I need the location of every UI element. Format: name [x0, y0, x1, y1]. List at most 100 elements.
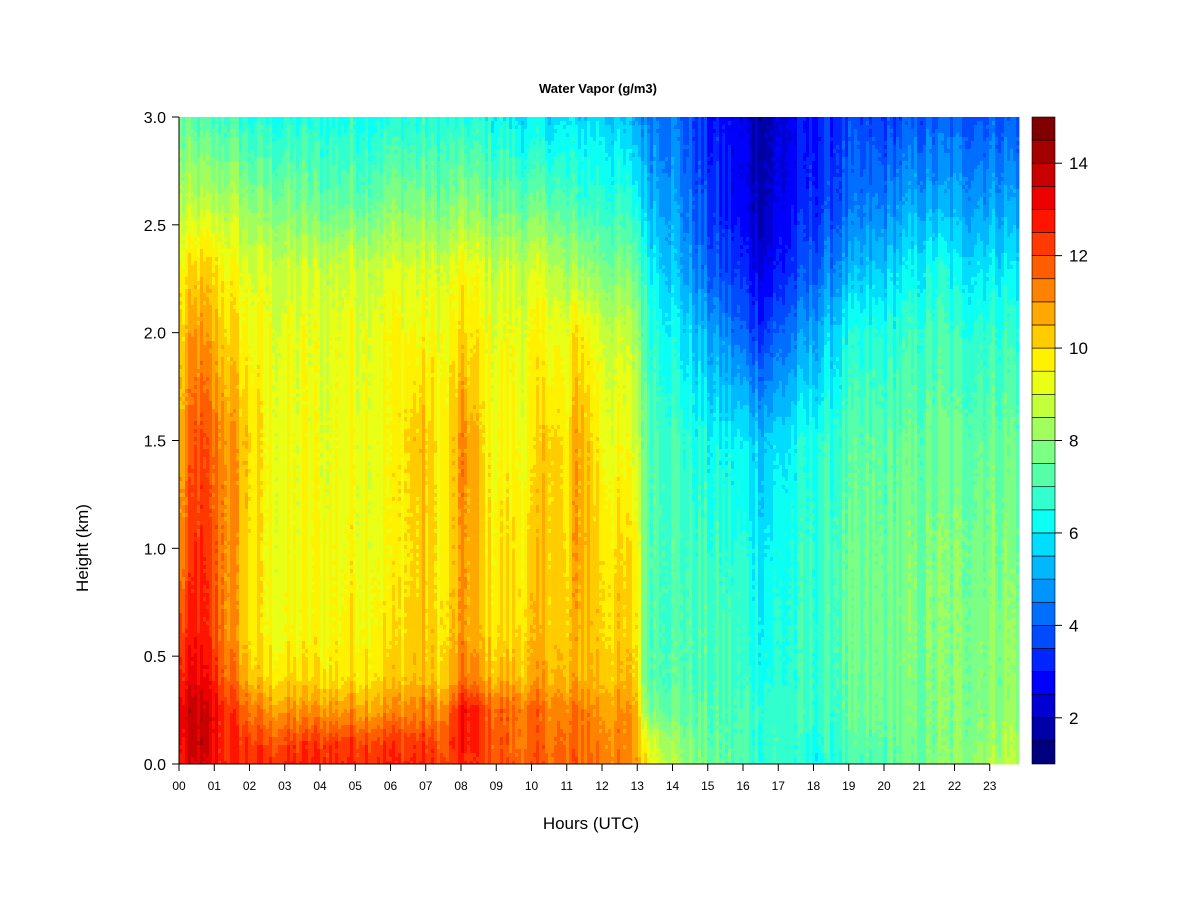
heatmap-cell [263, 461, 267, 466]
heatmap-cell [233, 685, 237, 690]
heatmap-cell [233, 689, 237, 694]
heatmap-cell [242, 661, 246, 666]
heatmap-cell [233, 669, 237, 674]
heatmap-cell [248, 449, 252, 454]
heatmap-cell [182, 285, 186, 290]
heatmap-cell [206, 413, 210, 418]
heatmap-cell [203, 649, 207, 654]
heatmap-cell [224, 477, 228, 482]
heatmap-cell [245, 385, 249, 390]
heatmap-cell [200, 481, 204, 486]
heatmap-cell [212, 201, 216, 206]
heatmap-cell [182, 273, 186, 278]
heatmap-cell [233, 501, 237, 506]
heatmap-cell [227, 357, 231, 362]
heatmap-cell [179, 709, 183, 714]
heatmap-cell [185, 373, 189, 378]
heatmap-cell [206, 621, 210, 626]
heatmap-cell [200, 649, 204, 654]
heatmap-cell [209, 609, 213, 614]
heatmap-cell [227, 245, 231, 250]
heatmap-cell [179, 289, 183, 294]
heatmap-cell [203, 565, 207, 570]
heatmap-cell [215, 565, 219, 570]
heatmap-cell [257, 341, 261, 346]
heatmap-cell [197, 161, 201, 166]
heatmap-cell [185, 721, 189, 726]
heatmap-cell [269, 313, 273, 318]
heatmap-cell [197, 529, 201, 534]
heatmap-cell [236, 157, 240, 162]
heatmap-cell [242, 577, 246, 582]
heatmap-cell [251, 413, 255, 418]
heatmap-cell [197, 409, 201, 414]
heatmap-cell [200, 165, 204, 170]
heatmap-cell [227, 189, 231, 194]
heatmap-cell [209, 645, 213, 650]
heatmap-cell [179, 169, 183, 174]
heatmap-cell [197, 149, 201, 154]
heatmap-cell [245, 625, 249, 630]
heatmap-cell [200, 217, 204, 222]
heatmap-cell [200, 261, 204, 266]
heatmap-cell [254, 397, 258, 402]
heatmap-cell [263, 193, 267, 198]
heatmap-cell [233, 549, 237, 554]
heatmap-cell [194, 237, 198, 242]
heatmap-cell [254, 133, 258, 138]
heatmap-cell [224, 697, 228, 702]
heatmap-cell [230, 209, 234, 214]
heatmap-cell [254, 313, 258, 318]
heatmap-cell [221, 261, 225, 266]
heatmap-cell [185, 317, 189, 322]
heatmap-cell [203, 541, 207, 546]
heatmap-cell [257, 285, 261, 290]
heatmap-cell [242, 365, 246, 370]
heatmap-cell [227, 525, 231, 530]
heatmap-cell [245, 145, 249, 150]
heatmap-cell [233, 545, 237, 550]
heatmap-cell [200, 293, 204, 298]
heatmap-cell [197, 633, 201, 638]
heatmap-cell [212, 665, 216, 670]
heatmap-cell [194, 597, 198, 602]
heatmap-cell [242, 657, 246, 662]
heatmap-cell [254, 129, 258, 134]
heatmap-cell [212, 505, 216, 510]
heatmap-cell [221, 661, 225, 666]
heatmap-cell [188, 581, 192, 586]
heatmap-cell [182, 629, 186, 634]
heatmap-cell [251, 533, 255, 538]
heatmap-cell [260, 137, 264, 142]
heatmap-cell [188, 169, 192, 174]
heatmap-cell [257, 221, 261, 226]
heatmap-cell [188, 373, 192, 378]
heatmap-cell [212, 373, 216, 378]
heatmap-cell [179, 633, 183, 638]
heatmap-cell [206, 705, 210, 710]
heatmap-cell [266, 409, 270, 414]
heatmap-cell [200, 197, 204, 202]
heatmap-cell [242, 157, 246, 162]
heatmap-cell [179, 437, 183, 442]
heatmap-cell [239, 297, 243, 302]
heatmap-cell [227, 557, 231, 562]
heatmap-cell [179, 373, 183, 378]
heatmap-cell [257, 457, 261, 462]
heatmap-cell [236, 289, 240, 294]
heatmap-cell [182, 549, 186, 554]
heatmap-cell [227, 377, 231, 382]
heatmap-cell [245, 637, 249, 642]
heatmap-cell [242, 501, 246, 506]
heatmap-cell [221, 473, 225, 478]
heatmap-cell [257, 205, 261, 210]
heatmap-cell [260, 197, 264, 202]
heatmap-cell [221, 669, 225, 674]
heatmap-cell [254, 457, 258, 462]
heatmap-cell [239, 661, 243, 666]
heatmap-cell [233, 477, 237, 482]
heatmap-cell [251, 257, 255, 262]
heatmap-cell [248, 729, 252, 734]
heatmap-cell [188, 573, 192, 578]
heatmap-cell [206, 401, 210, 406]
